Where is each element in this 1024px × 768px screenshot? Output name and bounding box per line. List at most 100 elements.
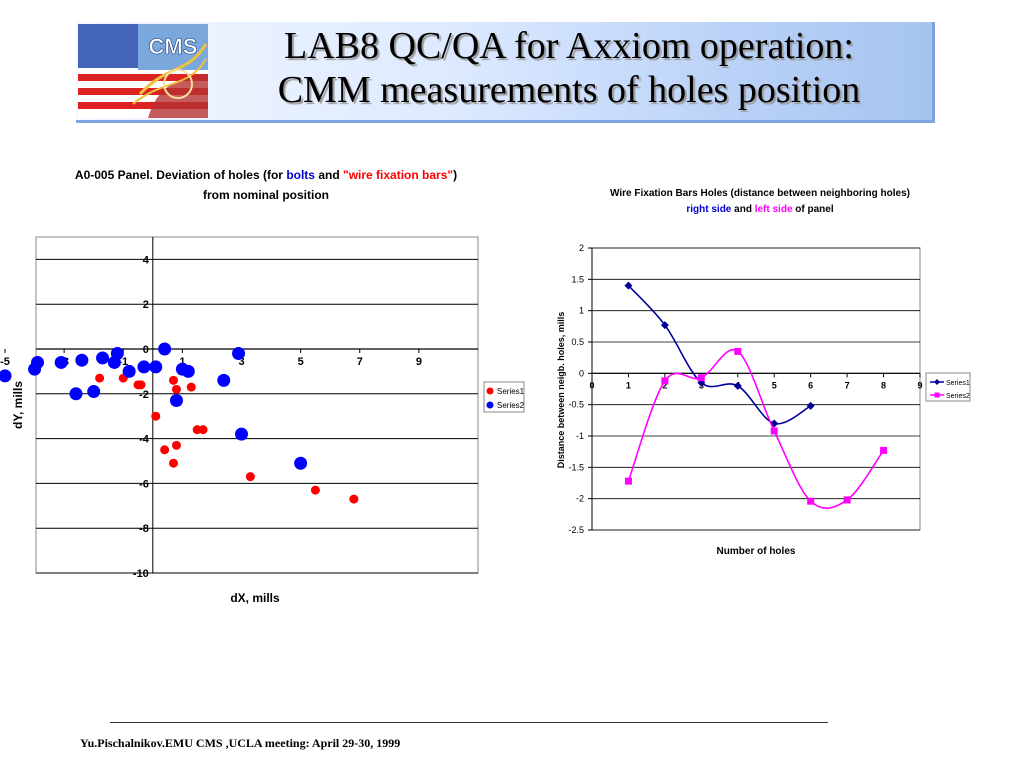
y-axis-label: dY, mills [11, 381, 25, 429]
y-tick-label: 1 [579, 306, 584, 316]
title-line-2: CMM measurements of holes position [277, 69, 861, 111]
y-tick-label: -2 [139, 389, 149, 401]
series1-point [171, 440, 181, 450]
plot-area [591, 247, 921, 531]
legend-marker-1 [486, 387, 494, 395]
y-tick-label: 4 [143, 254, 150, 266]
series1-point [245, 472, 255, 482]
scatter-title-bolts: bolts [286, 168, 315, 182]
series1-marker [660, 321, 669, 330]
series2-marker [661, 377, 669, 385]
series2-point [294, 456, 308, 470]
series2-marker [880, 446, 888, 454]
x-tick-label: 0 [589, 380, 594, 390]
title-line-1: LAB8 QC/QA for Axxiom operation: [284, 25, 854, 67]
legend-label-1: Series1 [497, 387, 525, 396]
series2-point [69, 387, 83, 401]
y-tick-label: 1.5 [571, 274, 584, 284]
y-tick-label: -4 [139, 434, 150, 446]
y-tick-label: 0.5 [571, 337, 584, 347]
y-tick-label: -8 [139, 523, 149, 535]
x-tick-label: 1 [179, 356, 185, 368]
line-title-line-1: Wire Fixation Bars Holes (distance betwe… [610, 188, 910, 199]
series2-point [217, 373, 231, 387]
series1-marker [733, 381, 742, 390]
x-tick-label: 6 [808, 380, 813, 390]
legend-box [483, 381, 525, 413]
legend-label-1: Series1 [946, 380, 970, 387]
legend-marker-2 [934, 392, 940, 398]
scatter-title-wire-bars: "wire fixation bars" [343, 168, 454, 182]
series1-point [171, 384, 181, 394]
x-tick-label: -1 [118, 356, 128, 368]
line-subtitle-right-side: right side [686, 204, 732, 215]
scatter-chart: 420-2-4-6-8-10-5-3-113579Series1Series2d… [0, 236, 525, 605]
x-tick-label: 9 [416, 356, 422, 368]
series2-marker [624, 477, 632, 485]
series2-point [122, 364, 136, 378]
scatter-title-part-1: A0-005 Panel. Deviation of holes (for [74, 168, 287, 182]
y-tick-label: -2.5 [568, 525, 584, 535]
legend-marker-2 [486, 401, 494, 409]
line-subtitle-left-side: left side [754, 204, 793, 215]
series2-marker [697, 374, 705, 382]
scatter-chart-title: A0-005 Panel. Deviation of holes (for bo… [40, 165, 492, 205]
x-tick-label: 9 [917, 380, 922, 390]
x-tick-label: 1 [626, 380, 631, 390]
series2-point [54, 355, 68, 369]
series1-point [136, 380, 146, 390]
y-tick-label: 2 [579, 243, 584, 253]
series1-point [349, 494, 359, 504]
x-tick-label: 2 [662, 380, 667, 390]
y-tick-label: -1.5 [568, 462, 584, 472]
series1-point [186, 382, 196, 392]
footer-divider [110, 722, 828, 723]
series1-point [310, 485, 320, 495]
series2-point [181, 364, 195, 378]
series2-marker [734, 347, 742, 355]
x-tick-label: 3 [238, 356, 244, 368]
series2-marker [770, 427, 778, 435]
x-tick-label: 7 [845, 380, 850, 390]
scatter-title-part-3: and [314, 168, 343, 182]
series2-marker [807, 497, 815, 505]
cms-logo: CMS [78, 24, 208, 118]
y-tick-label: -1 [576, 431, 584, 441]
title-banner [76, 22, 935, 123]
x-tick-label: 7 [357, 356, 363, 368]
x-tick-label: 8 [881, 380, 886, 390]
x-axis-label: dX, mills [230, 591, 280, 605]
x-axis-label: Number of holes [717, 546, 796, 557]
series1-point [151, 411, 161, 421]
x-tick-label: 5 [298, 356, 304, 368]
series2-point [149, 360, 163, 374]
legend-box [925, 372, 971, 402]
line-subtitle-and: and [731, 204, 755, 215]
series2-marker [843, 496, 851, 504]
scatter-title-line-2: from nominal position [203, 188, 329, 202]
series2-point [169, 394, 183, 408]
series1-marker [770, 419, 779, 428]
x-tick-label: -5 [0, 356, 10, 368]
line-chart-title: Wire Fixation Bars Holes (distance betwe… [590, 186, 930, 218]
y-tick-label: 0 [579, 368, 584, 378]
series2-point [96, 351, 110, 365]
y-tick-label: 0 [143, 344, 149, 356]
x-tick-label: 5 [772, 380, 777, 390]
series1-marker [806, 401, 815, 410]
scatter-title-part-5: ) [453, 168, 458, 182]
footer-text: Yu.Pischalnikov.EMU CMS ,UCLA meeting: A… [80, 736, 401, 750]
series1-point [160, 445, 170, 455]
y-tick-label: -6 [139, 478, 149, 490]
series2-point [87, 385, 101, 399]
series2-point [31, 355, 45, 369]
y-tick-label: -0.5 [568, 400, 584, 410]
y-tick-label: -10 [133, 568, 149, 580]
legend-marker-1 [934, 379, 940, 385]
plot-area [35, 236, 479, 574]
legend-label-2: Series2 [497, 401, 525, 410]
series1-marker [624, 281, 633, 290]
line-chart: 21.510.50-0.5-1-1.5-2-2.50123456789Serie… [556, 243, 971, 557]
y-tick-label: 2 [143, 299, 149, 311]
line-subtitle-of-panel: of panel [792, 204, 834, 215]
